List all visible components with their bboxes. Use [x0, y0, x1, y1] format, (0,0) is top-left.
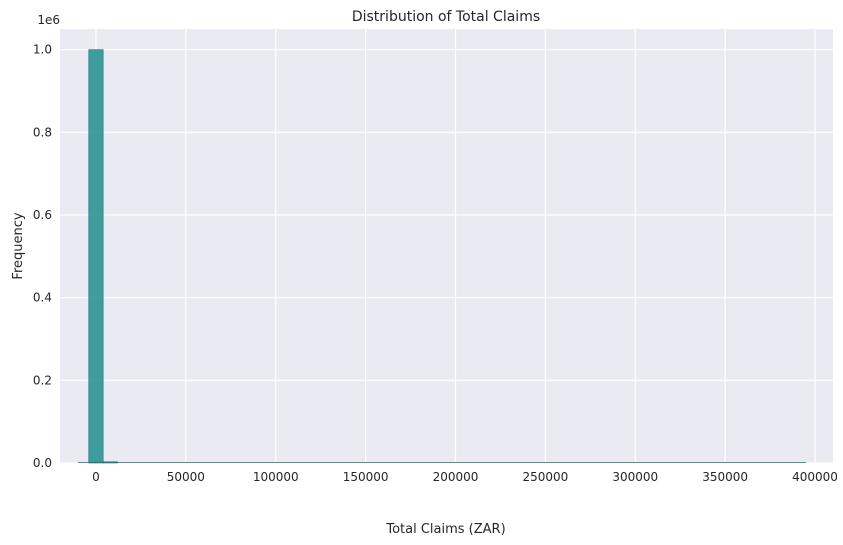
y-axis-label: Frequency	[11, 212, 26, 279]
y-tick-label: 0.2	[33, 373, 52, 387]
x-tick-label: 50000	[167, 470, 205, 484]
x-tick-label: 150000	[343, 470, 389, 484]
x-axis-ticks: 0 50000 100000 150000 200000 250000 300000 3500…	[92, 470, 838, 484]
x-tick-label: 0	[92, 470, 100, 484]
x-tick-label: 100000	[253, 470, 299, 484]
y-tick-label: 0.8	[33, 125, 52, 139]
y-tick-label: 0.0	[33, 456, 52, 470]
grid-lines	[60, 29, 833, 464]
histogram-bar	[88, 49, 104, 464]
x-tick-label: 350000	[702, 470, 748, 484]
histogram-bars	[77, 49, 807, 464]
x-axis-label: Total Claims (ZAR)	[385, 522, 505, 537]
y-axis-offset-label: 1e6	[37, 13, 60, 27]
x-tick-label: 400000	[792, 470, 838, 484]
x-tick-label: 300000	[612, 470, 658, 484]
x-tick-label: 250000	[522, 470, 568, 484]
y-axis-ticks: 0.0 0.2 0.4 0.6 0.8 1.0	[33, 43, 52, 470]
y-tick-label: 0.4	[33, 291, 52, 305]
y-tick-label: 0.6	[33, 208, 52, 222]
chart-title: Distribution of Total Claims	[352, 9, 540, 25]
plot-area	[60, 29, 833, 463]
y-tick-label: 1.0	[33, 43, 52, 57]
x-tick-label: 200000	[433, 470, 479, 484]
